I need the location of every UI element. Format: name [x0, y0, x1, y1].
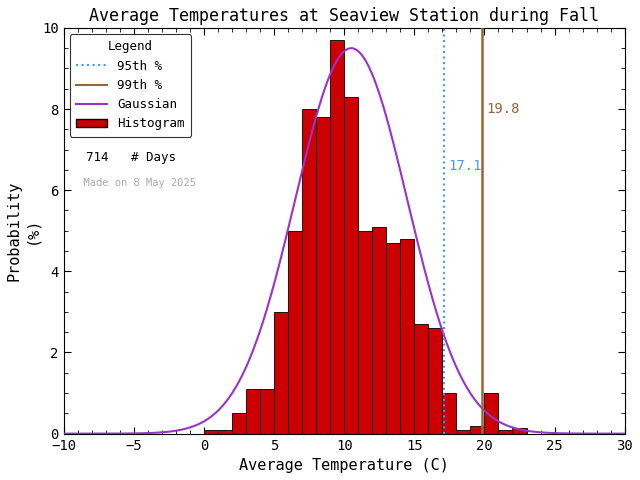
Bar — [316, 117, 330, 433]
Legend: 95th %, 99th %, Gaussian, Histogram: 95th %, 99th %, Gaussian, Histogram — [70, 34, 191, 137]
Bar — [260, 389, 274, 433]
Text: Made on 8 May 2025: Made on 8 May 2025 — [71, 178, 196, 188]
Bar — [330, 40, 344, 433]
Text: 17.1: 17.1 — [448, 159, 481, 173]
Bar — [246, 389, 260, 433]
Bar — [302, 109, 316, 433]
Bar — [274, 312, 288, 433]
Bar — [442, 393, 456, 433]
Bar — [470, 426, 484, 433]
Bar — [344, 97, 358, 433]
Bar — [232, 413, 246, 433]
Y-axis label: Probability
(%): Probability (%) — [7, 180, 39, 281]
Bar — [387, 243, 400, 433]
Bar — [218, 430, 232, 433]
X-axis label: Average Temperature (C): Average Temperature (C) — [239, 458, 449, 473]
Bar — [204, 430, 218, 433]
Bar — [484, 393, 499, 433]
Text: 19.8: 19.8 — [486, 102, 519, 116]
Bar — [358, 231, 372, 433]
Bar — [288, 231, 302, 433]
Bar — [414, 324, 428, 433]
Text: 714   # Days: 714 # Days — [71, 151, 176, 164]
Title: Average Temperatures at Seaview Station during Fall: Average Temperatures at Seaview Station … — [89, 7, 599, 25]
Bar — [456, 430, 470, 433]
Bar — [499, 430, 513, 433]
Bar — [513, 428, 527, 433]
Bar — [372, 227, 387, 433]
Bar — [400, 239, 414, 433]
Bar — [428, 328, 442, 433]
